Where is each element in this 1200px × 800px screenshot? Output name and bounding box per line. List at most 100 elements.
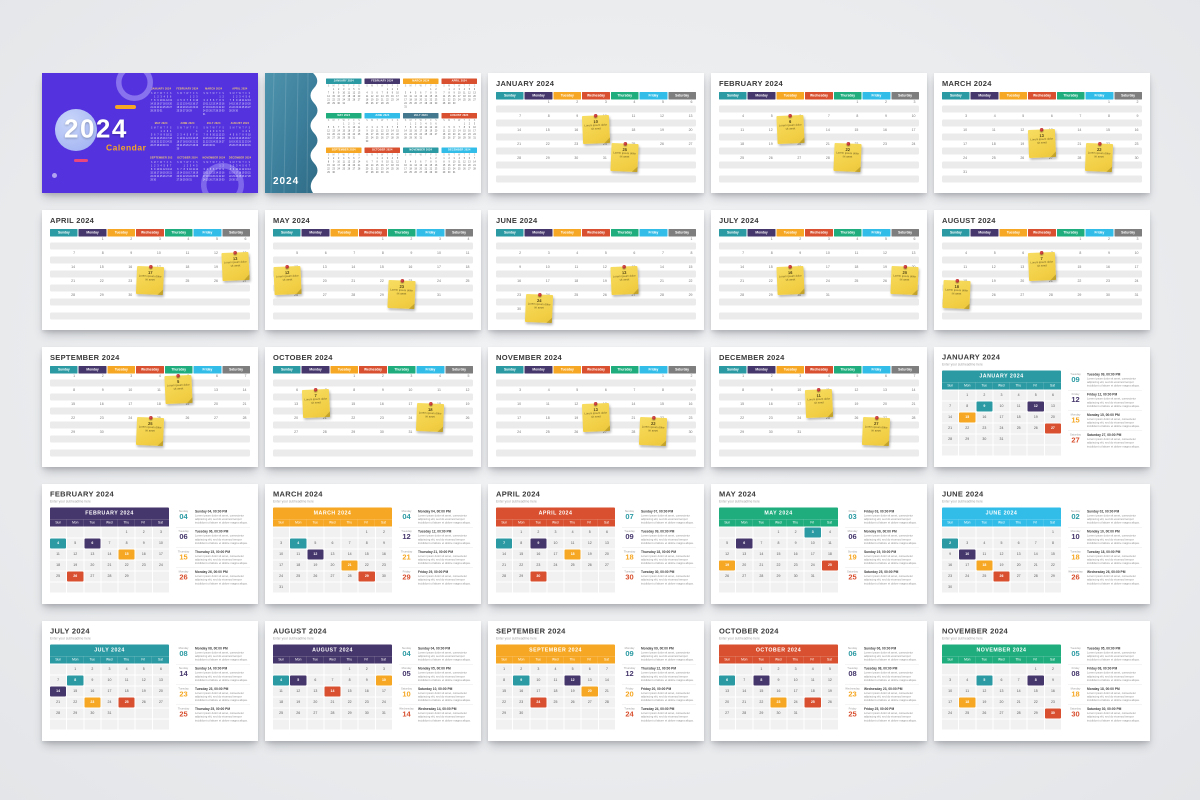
event-note-text: Tuesday 30, 00:00 PM Lorem ipsum dolor si… xyxy=(641,571,696,586)
day-header-tuesday: Tuesday xyxy=(776,229,805,237)
week-note-band xyxy=(496,256,696,264)
slide-month-march[interactable]: MARCH 2024 Enter your subheadline here MAR… xyxy=(265,484,481,604)
mini-date: 22 xyxy=(463,133,466,136)
week-note-band xyxy=(719,105,919,113)
slide-month-april[interactable]: APRIL 2024 Enter your subheadline here APR… xyxy=(488,484,704,604)
mini-date: 8 xyxy=(430,160,432,164)
mini-date: 10 xyxy=(179,137,183,140)
slide-month-february[interactable]: FEBRUARY 2024 Enter your subheadline here… xyxy=(42,484,258,604)
slide-weekly-april[interactable]: APRIL 2024 Sunday Monday Tuesday Wednesday Th… xyxy=(42,210,258,330)
event-note-text: Thursday 15, 00:00 PM Lorem ipsum dolor s… xyxy=(195,550,250,565)
date-cell: 26 xyxy=(307,571,324,582)
event-note: Friday 08 Friday 08, 00:00 PM Lorem ipsum d… xyxy=(1068,665,1142,685)
weekday-header-row: Sunday Monday Tuesday Wednesday Thursday Frid… xyxy=(50,366,250,374)
event-note-body: Lorem ipsum dolor sit amet, consectetur … xyxy=(418,575,471,586)
slide-month-july[interactable]: JULY 2024 Enter your subheadline here JULY… xyxy=(42,621,258,741)
slide-month-may[interactable]: MAY 2024 Enter your subheadline here MAY 2… xyxy=(711,484,927,604)
mini-date: 17 xyxy=(404,98,407,102)
event-note-day-number: 14 xyxy=(402,710,411,719)
sticky-note: 13 Lorem ipsum dolor sit amet xyxy=(610,264,639,296)
calendar-month-title: JANUARY 2024 xyxy=(979,373,1024,379)
date-cell xyxy=(1044,582,1061,593)
slide-month-october[interactable]: OCTOBER 2024 Enter your subheadline here O… xyxy=(711,621,927,741)
date-number: 14 xyxy=(1077,128,1082,133)
mini-date: 29 xyxy=(150,178,153,182)
date-number xyxy=(496,374,525,380)
slide-weekly-march[interactable]: MARCH 2024 Sunday Monday Tuesday Wednesday Th… xyxy=(934,73,1150,193)
slide-weekly-october[interactable]: OCTOBER 2024 Sunday Monday Tuesday Wednesday… xyxy=(265,347,481,467)
event-note-day-number: 15 xyxy=(179,552,188,562)
sticky-fold-corner xyxy=(963,303,970,310)
slide-weekly-june[interactable]: JUNE 2024 Sunday Monday Tuesday Wednesday Thu… xyxy=(488,210,704,330)
mini-date: 12 xyxy=(218,133,222,137)
event-note-date: Saturday 10 xyxy=(399,687,414,702)
date-cell xyxy=(1044,445,1061,456)
event-note-day-number: 20 xyxy=(625,689,634,699)
slide-overview-2024[interactable]: 2024 JANUARY 2024 S M T W T F S 1 2 3 4 5 6 7 8 9 10 11 12 13… xyxy=(265,73,481,193)
mini-date: 21 xyxy=(215,106,219,109)
mini-date: 3 xyxy=(338,157,340,160)
date-cell: 3 xyxy=(101,664,118,675)
date-cell: 14 xyxy=(942,412,959,423)
mini-date: 12 xyxy=(468,91,471,95)
week-dates-row: 28 29 30 31 xyxy=(719,293,919,299)
mini-date: 9 xyxy=(468,126,471,129)
mini-date: 13 xyxy=(352,160,356,164)
mini-date: 11 xyxy=(206,171,209,175)
date-cell: 15 xyxy=(770,549,787,560)
slide-month-august[interactable]: AUGUST 2024 Enter your subheadline here AU… xyxy=(265,621,481,741)
sticky-note: 18 Lorem ipsum dolor sit amet xyxy=(942,278,971,310)
month-calendar: SEPTEMBER 2024 Sun Mon Tue Wed Thu Fri Sat 1 2 3 4 5… xyxy=(496,644,615,730)
mini-date: 30 xyxy=(337,102,340,105)
mini-day-initial: S xyxy=(366,119,368,122)
weekday-sun: Sun xyxy=(50,656,67,664)
slide-subtitle: Enter your subheadline here xyxy=(273,637,314,641)
mini-week-row: 14 15 16 17 18 19 20 xyxy=(150,102,172,106)
slide-weekly-july[interactable]: JULY 2024 Sunday Monday Tuesday Wednesday Thu… xyxy=(711,210,927,330)
date-cell xyxy=(50,582,67,593)
event-note-text: Monday 06, 00:00 PM Lorem ipsum dolor sit… xyxy=(864,530,919,545)
mini-date: 20 xyxy=(176,175,180,178)
slide-weekly-november[interactable]: NOVEMBER 2024 Sunday Monday Tuesday Wednesda… xyxy=(488,347,704,467)
slide-weekly-february[interactable]: FEBRUARY 2024 Sunday Monday Tuesday Wednesda… xyxy=(711,73,927,193)
date-number: 20 xyxy=(688,128,693,133)
mini-date: 6 xyxy=(183,99,185,102)
mini-date: 14 xyxy=(327,95,330,98)
mini-date: 17 xyxy=(337,164,340,167)
slide-month-june[interactable]: JUNE 2024 Enter your subheadline here JUNE… xyxy=(934,484,1150,604)
mini-week-row: 14 15 16 17 18 19 20 xyxy=(403,129,439,133)
mini-date: 17 xyxy=(386,164,389,167)
slide-weekly-january[interactable]: JANUARY 2024 Sunday Monday Tuesday Wednesday… xyxy=(488,73,704,193)
date-number: 16 xyxy=(1134,128,1139,133)
slide-month-november[interactable]: NOVEMBER 2024 Enter your subheadline here… xyxy=(934,621,1150,741)
event-note-text: Monday 15, 00:00 PM Lorem ipsum dolor sit… xyxy=(1087,413,1142,428)
mini-week-row: 18 19 20 21 22 23 24 xyxy=(229,140,251,144)
slide-weekly-may[interactable]: MAY 2024 Sunday Monday Tuesday Wednesday Thur… xyxy=(265,210,481,330)
mini-date: 25 xyxy=(159,175,163,178)
event-note: Wednesday 23 Wednesday 23, 00:00 PM Lorem i… xyxy=(845,685,919,706)
event-note-text: Tuesday 06, 00:00 PM Lorem ipsum dolor si… xyxy=(195,530,250,545)
mini-date: 19 xyxy=(447,133,451,136)
date-number: 21 xyxy=(1048,279,1053,284)
date-cell: 30 xyxy=(375,571,392,582)
mini-date: 4 xyxy=(177,99,179,102)
day-header-thursday: Thursday xyxy=(387,366,416,374)
event-notes-panel: Sunday 07 Sunday 07, 00:00 PM Lorem ipsum d… xyxy=(622,508,696,593)
slide-month-september[interactable]: SEPTEMBER 2024 Enter your subheadline her… xyxy=(488,621,704,741)
event-note-day-number: 07 xyxy=(625,512,634,521)
slide-weekly-august[interactable]: AUGUST 2024 Sunday Monday Tuesday Wednesday T… xyxy=(934,210,1150,330)
event-note-title: Sunday 02, 00:00 PM xyxy=(1087,510,1120,514)
mini-day-initial: S xyxy=(196,161,198,164)
slide-weekly-december[interactable]: DECEMBER 2024 Sunday Monday Tuesday Wednesda… xyxy=(711,347,927,467)
weekday-tue: Tue xyxy=(84,519,101,527)
mini-date: 11 xyxy=(391,160,394,164)
date-number: 17 xyxy=(911,128,916,133)
mini-date: 19 xyxy=(414,167,417,171)
mini-date: 19 xyxy=(244,102,248,106)
slide-month-january[interactable]: JANUARY 2024 Enter your subheadline here J… xyxy=(934,347,1150,467)
day-header-friday: Friday xyxy=(1085,229,1114,237)
slide-cover-2024[interactable]: 2024 Calendar JANUARY 2024 S M T W T F S 1 2 3 4 5 6 7 8 9… xyxy=(42,73,258,193)
mini-date: 12 xyxy=(380,129,384,133)
slide-weekly-september[interactable]: SEPTEMBER 2024 Sunday Monday Tuesday Wednesd… xyxy=(42,347,258,467)
